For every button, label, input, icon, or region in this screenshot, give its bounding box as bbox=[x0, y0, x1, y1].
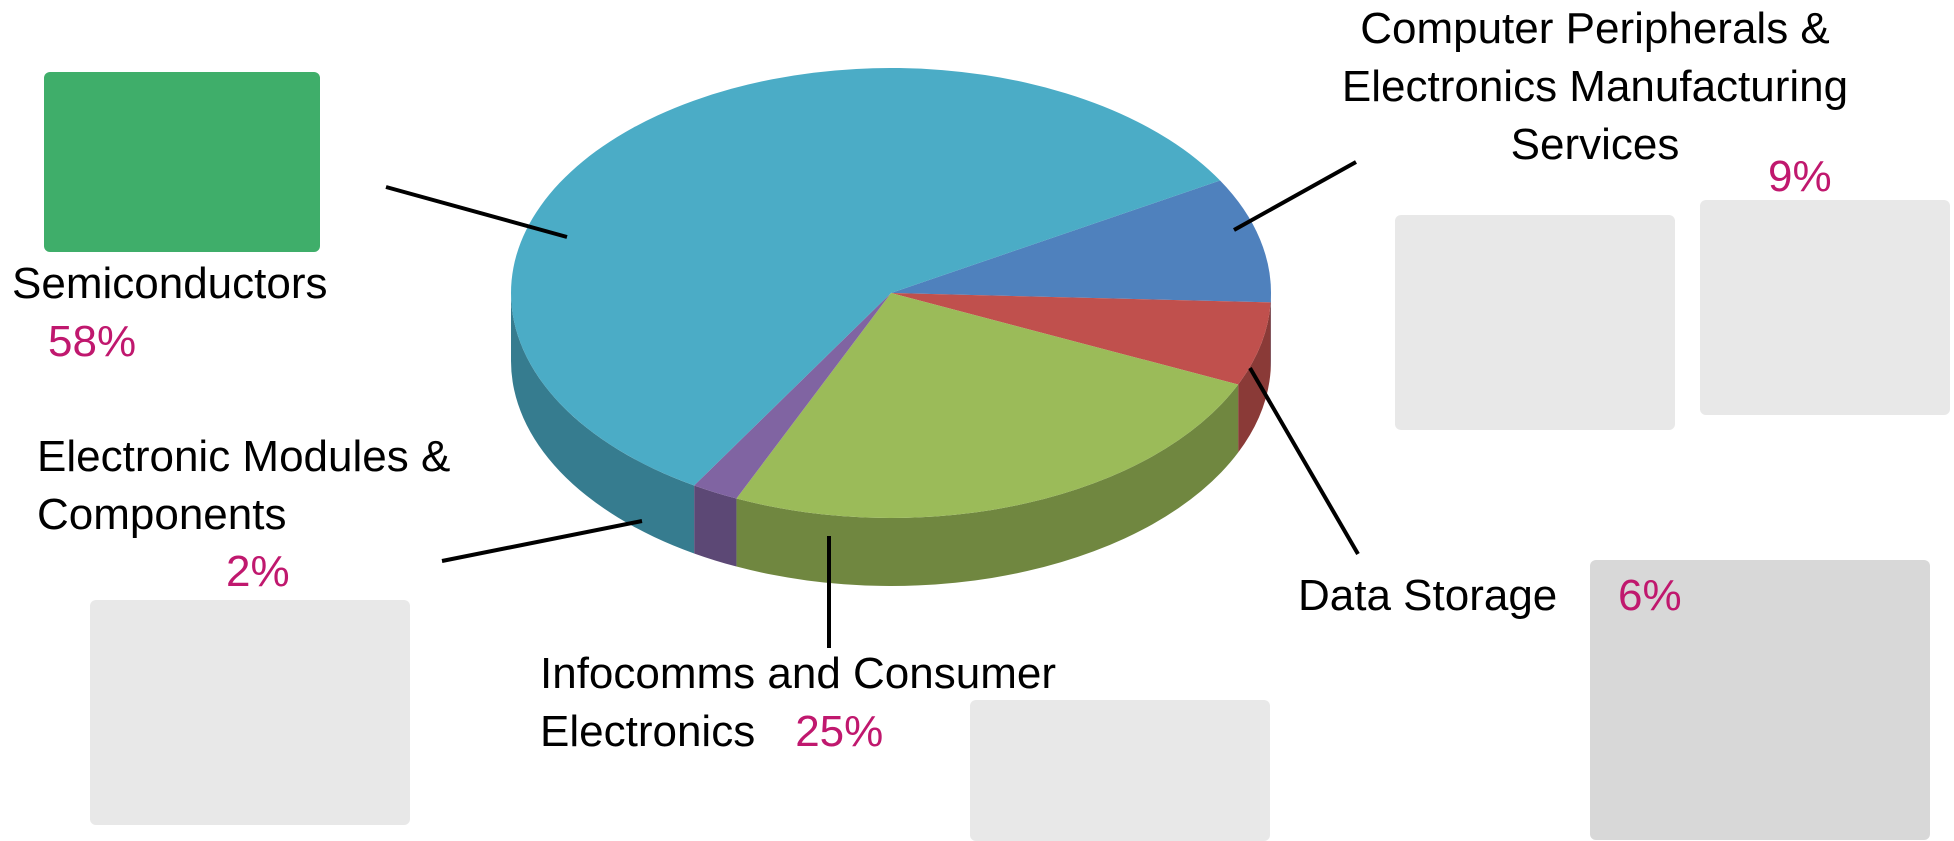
leader-line bbox=[1248, 366, 1360, 556]
components-image bbox=[90, 600, 410, 825]
leader-line bbox=[441, 519, 643, 563]
keyboard-image bbox=[1700, 200, 1950, 415]
value-label: 58% bbox=[48, 317, 137, 366]
value-label: 25% bbox=[795, 707, 884, 756]
value-label: 2% bbox=[226, 547, 290, 596]
pie-side bbox=[736, 384, 1239, 586]
value-label: 6% bbox=[1618, 571, 1682, 620]
semiconductor-image bbox=[44, 72, 320, 252]
category-label: Computer Peripherals & Electronics Manuf… bbox=[1341, 4, 1849, 169]
pie-slice bbox=[891, 293, 1271, 385]
value-label: 9% bbox=[1768, 152, 1832, 201]
hard-drive-image bbox=[1590, 560, 1930, 840]
peripherals-image bbox=[1395, 215, 1675, 430]
pie-slice bbox=[736, 293, 1239, 518]
leader-line bbox=[385, 185, 568, 239]
slice-label: Infocomms and Consumer Electronics 25% bbox=[540, 645, 1190, 761]
category-label: Electronic Modules & Components bbox=[37, 432, 451, 539]
category-label: Semiconductors bbox=[12, 259, 328, 308]
category-label: Infocomms and Consumer Electronics bbox=[540, 649, 1056, 756]
electronics-image bbox=[970, 700, 1270, 841]
pie-slice bbox=[891, 180, 1271, 303]
leader-line bbox=[1233, 160, 1357, 232]
category-label: Data Storage bbox=[1298, 571, 1558, 620]
pie-side bbox=[511, 293, 695, 554]
pie-side bbox=[694, 485, 737, 567]
pie-slice bbox=[511, 68, 1221, 486]
pie-slice bbox=[694, 293, 891, 499]
